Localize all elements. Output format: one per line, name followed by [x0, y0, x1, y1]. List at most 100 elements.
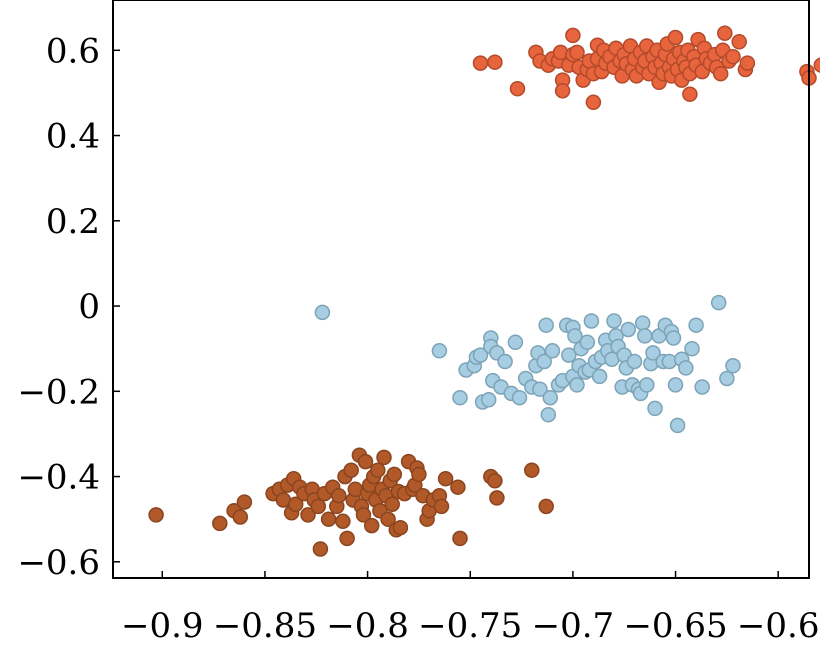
- point-series2-28: [544, 343, 561, 359]
- plot-frame: [112, 0, 810, 579]
- point-series3-19: [312, 541, 329, 557]
- point-series2-7: [472, 347, 489, 363]
- x-tick-label: −0.9: [121, 606, 204, 646]
- point-series3-51: [392, 519, 409, 536]
- point-series3-33: [355, 507, 372, 523]
- point-series3-65: [450, 479, 466, 495]
- point-series3-40: [370, 462, 386, 478]
- point-series2-32: [561, 347, 577, 363]
- point-series2-23: [532, 381, 548, 397]
- point-series2-78: [694, 379, 710, 395]
- point-series2-35: [567, 328, 583, 344]
- point-series2-55: [620, 321, 637, 338]
- point-series3-2: [212, 515, 228, 532]
- point-series3-57: [411, 466, 427, 483]
- point-series3-66: [452, 530, 468, 547]
- point-series3-12: [287, 496, 304, 513]
- point-series2-73: [669, 417, 686, 434]
- point-series2-77: [688, 317, 704, 333]
- point-series2-36: [569, 377, 585, 393]
- point-series1-2: [487, 54, 503, 70]
- point-series3-64: [437, 470, 454, 487]
- x-axis: −0.9 −0.85 −0.8 −0.75 −0.7 −0.65 −0.6: [121, 571, 819, 646]
- point-series3-63: [433, 498, 450, 515]
- point-series2-62: [639, 377, 655, 393]
- point-series2-44: [591, 368, 608, 385]
- point-series2-18: [511, 389, 528, 406]
- point-series3-47: [384, 496, 400, 513]
- point-series1-72: [712, 65, 729, 82]
- point-series1-3: [509, 80, 526, 97]
- point-series3-34: [357, 453, 374, 470]
- point-series3-4: [232, 509, 249, 525]
- point-series3-71: [538, 498, 554, 515]
- point-series3-43: [376, 449, 392, 466]
- point-series3-45: [380, 511, 396, 527]
- y-tick-label: 0.6: [46, 31, 100, 71]
- point-series1-1: [472, 55, 489, 71]
- point-series2-71: [665, 330, 682, 346]
- point-series2-40: [579, 334, 596, 351]
- point-series2-61: [637, 328, 653, 344]
- point-series3-68: [487, 473, 503, 489]
- point-series3-1: [148, 507, 164, 523]
- point-series3-69: [489, 490, 505, 506]
- y-tick-label: 0.2: [46, 202, 100, 242]
- plot-area: [148, 25, 820, 557]
- point-series2-49: [606, 313, 622, 329]
- point-series3-5: [236, 494, 253, 510]
- point-series2-9: [480, 392, 497, 408]
- point-series2-79: [710, 294, 727, 311]
- point-series3-24: [331, 487, 347, 504]
- y-axis: −0.6 −0.4 −0.2 0 0.2 0.4 0.6: [17, 31, 120, 583]
- point-series2-57: [626, 353, 643, 370]
- y-tick-label: −0.4: [17, 458, 100, 498]
- point-series2-15: [497, 353, 513, 370]
- point-series1-82: [813, 57, 820, 73]
- point-series2-80: [719, 370, 735, 387]
- point-series3-27: [339, 530, 355, 547]
- point-series2-60: [634, 315, 651, 331]
- x-tick-label: −0.85: [213, 606, 317, 646]
- point-series2-2: [431, 343, 448, 359]
- point-series2-17: [507, 334, 524, 351]
- point-series1-74: [717, 25, 733, 41]
- point-series1-54: [667, 29, 684, 46]
- point-series2-64: [645, 345, 661, 361]
- point-series2-81: [725, 357, 741, 374]
- y-tick-label: −0.2: [17, 372, 100, 412]
- point-series3-25: [335, 513, 351, 530]
- point-series2-65: [647, 400, 663, 417]
- point-series2-75: [678, 360, 694, 376]
- point-series1-15: [569, 44, 585, 61]
- x-tick-label: −0.75: [418, 606, 522, 646]
- point-series1-11: [554, 83, 571, 99]
- point-series2-24: [536, 353, 552, 370]
- point-series3-37: [363, 517, 380, 534]
- point-series3-21: [320, 511, 337, 527]
- point-series1-76: [725, 48, 741, 65]
- point-series3-15: [300, 507, 316, 523]
- point-series3-48: [386, 466, 403, 483]
- y-tick-label: 0: [78, 287, 100, 327]
- point-series1-62: [682, 86, 698, 102]
- point-series1-21: [585, 94, 602, 111]
- x-tick-label: −0.7: [532, 606, 615, 646]
- point-series3-28: [343, 462, 359, 478]
- point-series2-72: [667, 377, 684, 393]
- x-tick-label: −0.65: [623, 606, 727, 646]
- y-tick-label: −0.6: [17, 543, 100, 583]
- point-series2-1: [314, 304, 331, 321]
- x-tick-label: −0.8: [326, 606, 409, 646]
- point-series2-25: [538, 317, 554, 333]
- point-series2-42: [583, 313, 600, 329]
- point-series1-79: [739, 55, 756, 71]
- y-tick-label: 0.4: [46, 117, 100, 157]
- point-series3-70: [524, 462, 540, 478]
- point-series2-26: [540, 406, 557, 423]
- point-series2-76: [684, 340, 700, 357]
- point-series1-14: [565, 27, 581, 44]
- point-series1-77: [731, 34, 747, 50]
- point-series2-27: [542, 389, 559, 406]
